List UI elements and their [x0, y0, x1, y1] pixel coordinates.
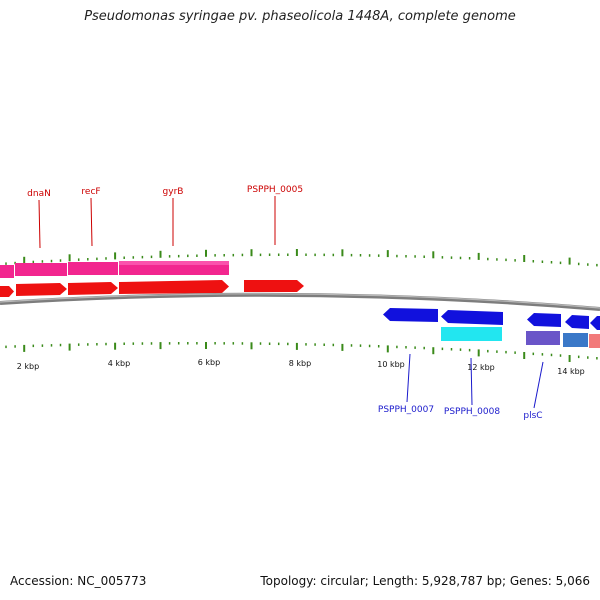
cds-arrow-recF[interactable] — [68, 282, 118, 295]
gene-labels: dnaN recF gyrB PSPPH_0005 PSPPH_0007 PSP… — [27, 185, 544, 421]
gene-track-reverse — [383, 308, 600, 348]
map-title: Pseudomonas syringae pv. phaseolicola 14… — [84, 9, 516, 24]
cds-arrow-PSPPH_0007[interactable] — [383, 308, 438, 322]
scale-labels: 2 kbp 4 kbp 6 kbp 8 kbp 10 kbp 12 kbp 14… — [17, 358, 585, 376]
tick-row-top — [5, 249, 598, 267]
gene-label-gyrB[interactable]: gyrB — [163, 187, 184, 197]
cds-arrow-gyrB[interactable] — [119, 280, 229, 294]
gene-bar-shade — [119, 261, 229, 265]
cds-arrow-1[interactable] — [0, 286, 14, 297]
gene-bar-dnaN[interactable] — [0, 265, 14, 278]
gene-bar-next-1[interactable] — [563, 333, 588, 347]
gene-bar-recF[interactable] — [15, 263, 67, 276]
gene-bar-PSPPH_0008[interactable] — [441, 327, 502, 341]
cds-arrow-next-1[interactable] — [565, 315, 589, 329]
gene-label-PSPPH_0005[interactable]: PSPPH_0005 — [247, 185, 303, 195]
gene-label-dnaN[interactable]: dnaN — [27, 189, 51, 199]
gene-label-recF[interactable]: recF — [81, 187, 100, 197]
cds-arrow-dnaN[interactable] — [16, 283, 67, 296]
gene-bar-recF-2[interactable] — [68, 262, 118, 275]
gene-bar-plsC[interactable] — [526, 331, 560, 345]
gene-track-forward — [0, 261, 304, 297]
gene-bar-next-2[interactable] — [589, 334, 600, 348]
cds-arrow-plsC[interactable] — [527, 313, 561, 327]
cds-arrow-next-2[interactable] — [590, 316, 600, 330]
accession-label: Accession: NC_005773 — [10, 574, 147, 588]
scale-label: 8 kbp — [289, 359, 311, 368]
cds-arrow-PSPPH_0005[interactable] — [244, 280, 304, 292]
genome-backbone-highlight — [0, 293, 600, 309]
scale-label: 14 kbp — [557, 367, 585, 376]
gene-label-PSPPH_0008[interactable]: PSPPH_0008 — [444, 407, 500, 417]
cds-arrow-PSPPH_0008[interactable] — [441, 310, 503, 325]
leader-line-PSPPH_0007 — [406, 353, 411, 403]
topology-summary: Topology: circular; Length: 5,928,787 bp… — [260, 574, 590, 588]
leader-line-recF — [90, 197, 93, 247]
leader-line-plsC — [533, 361, 544, 409]
scale-label: 4 kbp — [108, 359, 130, 368]
scale-label: 12 kbp — [467, 363, 495, 372]
leader-line-PSPPH_0008 — [470, 357, 473, 406]
scale-label: 2 kbp — [17, 362, 39, 371]
tick-row-bottom — [5, 342, 598, 362]
scale-label: 6 kbp — [198, 358, 220, 367]
genome-backbone — [0, 292, 600, 311]
leader-line-dnaN — [38, 199, 41, 249]
gene-label-PSPPH_0007[interactable]: PSPPH_0007 — [378, 405, 434, 415]
gene-label-plsC[interactable]: plsC — [523, 411, 542, 421]
scale-label: 10 kbp — [377, 360, 405, 369]
